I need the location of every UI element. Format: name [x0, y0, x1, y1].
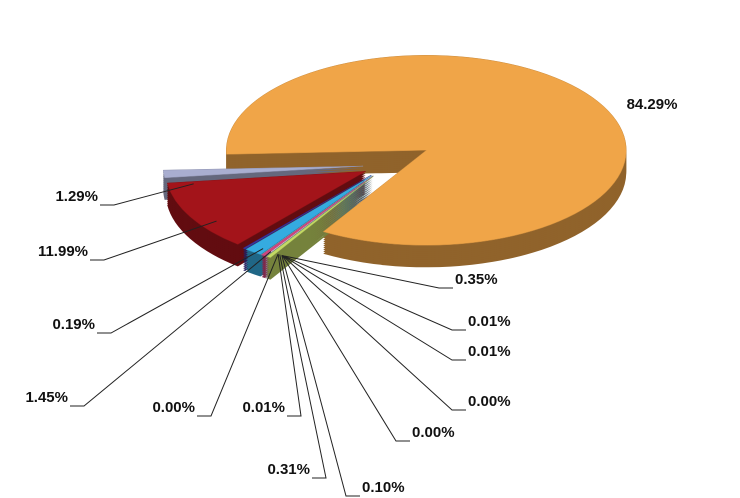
data-label: 84.29% — [627, 96, 678, 113]
data-label: 0.19% — [52, 316, 95, 333]
slice — [226, 55, 627, 246]
leader-line — [281, 255, 466, 411]
data-label: 0.35% — [455, 271, 498, 288]
data-label: 0.00% — [412, 424, 455, 441]
data-label: 1.29% — [55, 188, 98, 205]
leader-line — [282, 254, 466, 361]
leader-line — [90, 220, 217, 261]
leader-line — [97, 248, 264, 334]
slice — [166, 171, 366, 245]
leader-line — [70, 251, 272, 407]
data-label: 0.00% — [152, 399, 195, 416]
slice-side-layer — [163, 168, 364, 180]
data-label: 0.01% — [242, 399, 285, 416]
leader-line — [282, 254, 466, 331]
data-label: 0.31% — [267, 461, 310, 478]
slice-side — [266, 178, 374, 280]
data-label: 0.01% — [468, 343, 511, 360]
leader-line — [100, 183, 194, 206]
leader-line — [281, 255, 360, 497]
leader-line — [284, 255, 453, 289]
leader-line — [279, 254, 327, 479]
data-label: 1.45% — [25, 389, 68, 406]
slice — [162, 165, 364, 179]
leader-line — [281, 255, 410, 442]
leader-line — [197, 253, 279, 417]
slice — [266, 176, 374, 258]
data-label: 0.00% — [468, 393, 511, 410]
leader-line — [277, 253, 302, 417]
data-label: 11.99% — [38, 243, 88, 260]
data-label: 0.10% — [362, 479, 405, 496]
data-label: 0.01% — [468, 313, 511, 330]
slice-side-layer — [163, 170, 364, 182]
slice — [242, 174, 372, 250]
slice — [245, 175, 373, 255]
